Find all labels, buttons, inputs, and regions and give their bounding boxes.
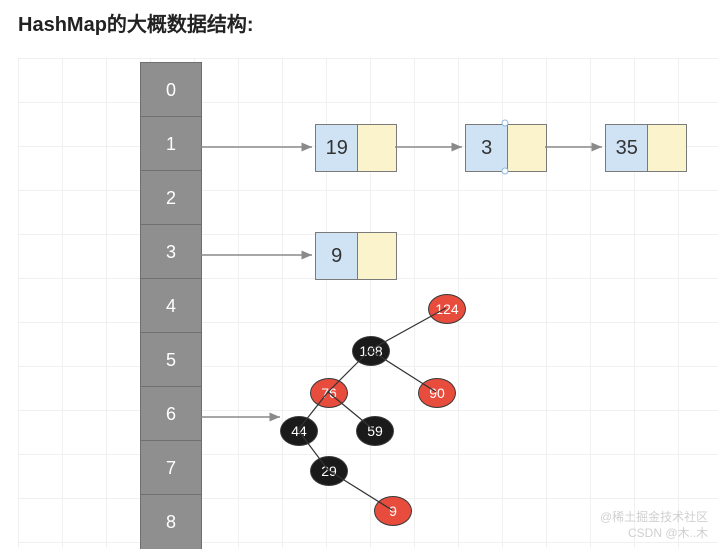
array-bucket: 7 xyxy=(140,440,202,496)
page-title: HashMap的大概数据结构: xyxy=(18,8,254,37)
linked-list-key: 35 xyxy=(606,125,648,171)
tree-node: 108 xyxy=(352,336,390,366)
array-bucket: 4 xyxy=(140,278,202,334)
array-bucket: 1 xyxy=(140,116,202,172)
tree-node: 59 xyxy=(356,416,394,446)
linked-list-pointer xyxy=(358,233,396,279)
tree-node: 44 xyxy=(280,416,318,446)
tree-node: 9 xyxy=(374,496,412,526)
linked-list-key: 3 xyxy=(466,125,508,171)
diagram-canvas: HashMap的大概数据结构: 012345678 193359 1081247… xyxy=(0,0,725,549)
linked-list-pointer xyxy=(648,125,686,171)
tree-node: 76 xyxy=(310,378,348,408)
array-bucket: 8 xyxy=(140,494,202,549)
tree-node: 124 xyxy=(428,294,466,324)
watermark: @稀土掘金技术社区 CSDN @木..木 xyxy=(600,510,708,541)
linked-list-node: 3 xyxy=(465,124,547,172)
watermark-line2: CSDN @木..木 xyxy=(600,526,708,542)
linked-list-node: 19 xyxy=(315,124,397,172)
linked-list-node: 35 xyxy=(605,124,687,172)
array-bucket: 5 xyxy=(140,332,202,388)
linked-list-pointer xyxy=(508,125,546,171)
linked-list-pointer xyxy=(358,125,396,171)
watermark-line1: @稀土掘金技术社区 xyxy=(600,510,708,526)
tree-node: 29 xyxy=(310,456,348,486)
tree-node: 90 xyxy=(418,378,456,408)
array-bucket: 0 xyxy=(140,62,202,118)
array-bucket: 3 xyxy=(140,224,202,280)
array-bucket: 6 xyxy=(140,386,202,442)
linked-list-key: 19 xyxy=(316,125,358,171)
linked-list-node: 9 xyxy=(315,232,397,280)
array-bucket: 2 xyxy=(140,170,202,226)
linked-list-key: 9 xyxy=(316,233,358,279)
